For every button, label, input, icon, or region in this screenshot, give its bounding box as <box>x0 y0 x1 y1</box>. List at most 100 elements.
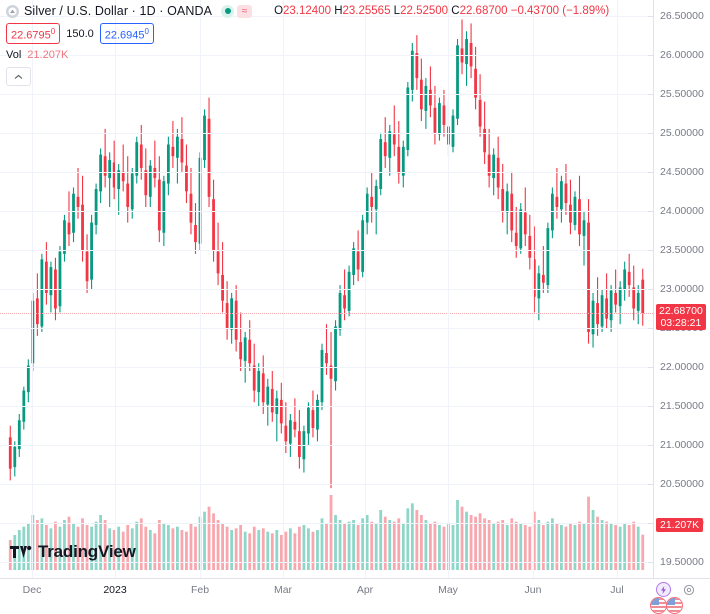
volume-bar <box>293 533 297 570</box>
legend-title-row: Silver / U.S. Dollar · 1D · OANDA ≈ O23.… <box>6 3 609 19</box>
volume-bar <box>90 526 93 570</box>
bid-price[interactable]: 22.67950 <box>6 22 61 45</box>
price-axis-tick: 21.50000 <box>660 400 704 413</box>
volume-bar <box>641 534 645 570</box>
change-value: −0.43700 <box>510 5 560 17</box>
candle-body <box>108 160 112 179</box>
legend-quote-row: 22.67950 150.0 22.69450 <box>6 22 609 45</box>
price-gridline <box>0 289 653 290</box>
price-axis-tick: 21.00000 <box>660 439 704 452</box>
candle-body <box>456 45 459 119</box>
candle-body <box>609 290 613 321</box>
volume-value-tag[interactable]: 21.207K <box>656 518 704 532</box>
collapse-legend-button[interactable] <box>6 67 31 86</box>
price-gridline <box>0 406 653 407</box>
volume-bar <box>424 520 428 570</box>
volume-bar <box>279 535 283 570</box>
candle-body <box>510 193 514 231</box>
candle-body <box>614 292 618 305</box>
candle-body <box>365 193 369 223</box>
candle-body <box>212 199 215 250</box>
volume-bar <box>22 526 26 570</box>
price-gridline <box>0 484 653 485</box>
delayed-data-badge[interactable]: ≈ <box>237 4 253 18</box>
price-gridline <box>0 523 653 524</box>
price-axis-tick-mark <box>648 211 654 212</box>
volume-bar <box>636 526 640 570</box>
time-axis-tick: May <box>438 584 458 596</box>
candle-body <box>40 259 44 327</box>
candle-body <box>94 189 98 225</box>
candle-body <box>26 365 30 393</box>
volume-bar <box>103 520 107 570</box>
volume-bar <box>171 528 175 570</box>
candle-body <box>76 196 80 207</box>
volume-bar <box>166 525 170 570</box>
candle-body <box>564 183 568 204</box>
price-axis-tick-mark <box>648 250 654 251</box>
volume-bar <box>212 513 215 570</box>
candle-body <box>248 339 252 364</box>
volume-bar <box>442 526 446 570</box>
candle-body <box>483 128 487 153</box>
candle-body <box>546 228 550 286</box>
price-axis-tick-mark <box>648 484 654 485</box>
time-axis-tick: Dec <box>22 584 42 596</box>
volume-bar <box>320 518 324 570</box>
candle-body <box>261 373 265 403</box>
price-axis-tick: 20.50000 <box>660 478 704 491</box>
candle-body <box>234 300 238 340</box>
price-axis[interactable]: 26.50000 26.00000 25.50000 25.00000 24.50000… <box>648 0 710 578</box>
price-axis-tick: 19.50000 <box>660 556 704 569</box>
volume-bar <box>478 513 482 570</box>
ask-price[interactable]: 22.69450 <box>99 22 154 45</box>
symbol-title[interactable]: Silver / U.S. Dollar · 1D · OANDA <box>24 4 213 18</box>
time-axis-tick: Jul <box>610 584 624 596</box>
last-price-tag[interactable]: 22.68700 03:28:21 <box>656 304 706 331</box>
candle-body <box>370 196 374 207</box>
chart-plot-area[interactable] <box>0 0 653 578</box>
volume-bar <box>94 521 98 570</box>
price-axis-tick-mark <box>648 562 654 563</box>
volume-bar <box>67 516 71 570</box>
candle-body <box>478 99 482 127</box>
volume-bar <box>541 525 545 570</box>
candle-body <box>203 115 206 161</box>
volume-bar <box>519 523 523 570</box>
candle-body <box>397 146 401 174</box>
candle-body <box>582 220 586 236</box>
volume-bar <box>469 515 473 570</box>
volume-bar <box>139 518 143 570</box>
candle-body <box>605 298 608 319</box>
volume-bar <box>49 528 53 570</box>
price-axis-tick: 23.00000 <box>660 283 704 295</box>
volume-bar <box>352 520 356 570</box>
volume-bar <box>496 521 500 570</box>
candle-body <box>523 212 527 235</box>
volume-label: Vol <box>6 48 22 61</box>
low-key: L <box>393 5 401 17</box>
candle-body <box>139 144 143 168</box>
time-axis[interactable]: Dec 2023 Feb Mar Apr May Jun Jul <box>0 578 710 601</box>
volume-bar <box>270 533 274 570</box>
candle-body <box>433 107 437 133</box>
candle-body <box>429 89 432 106</box>
gear-icon[interactable] <box>683 584 695 596</box>
volume-bar <box>365 515 369 570</box>
volume-bar <box>302 525 306 570</box>
volume-bar <box>433 521 437 570</box>
volume-bar <box>126 525 130 570</box>
candle-body <box>492 154 496 179</box>
volume-bar <box>397 518 401 570</box>
candle-body <box>573 196 577 225</box>
candle-body <box>194 224 197 243</box>
volume-bar <box>609 523 613 570</box>
lightning-bolt-icon[interactable] <box>656 582 671 597</box>
time-gridline <box>200 0 201 578</box>
candle-body <box>338 292 342 330</box>
volume-bar <box>388 520 392 570</box>
volume-bar <box>63 520 66 570</box>
candle-body <box>266 386 270 405</box>
price-axis-tick-mark <box>648 133 654 134</box>
